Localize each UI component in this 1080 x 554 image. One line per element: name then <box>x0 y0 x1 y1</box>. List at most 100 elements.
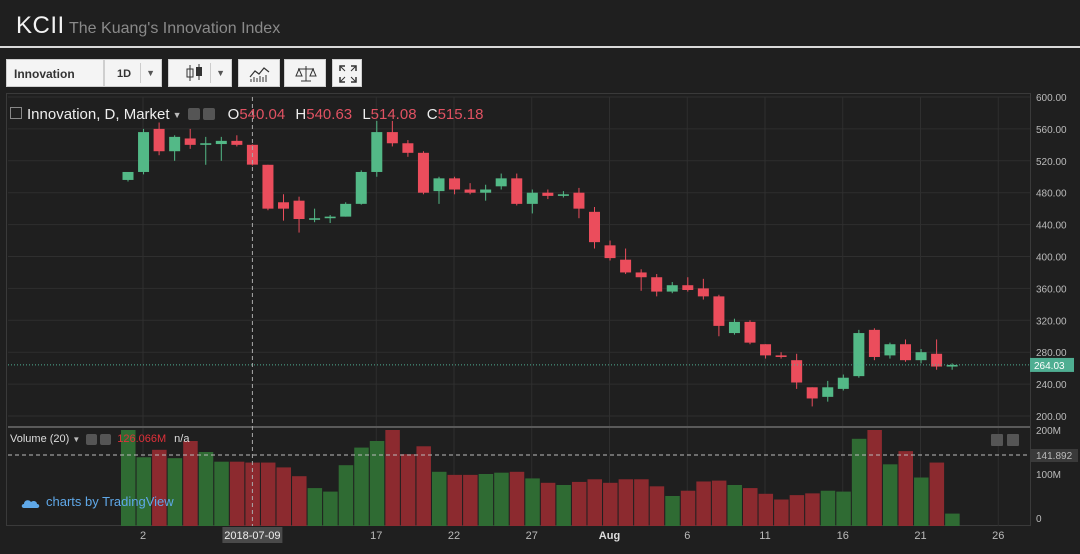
interval-select[interactable]: 1D ▼ <box>104 59 162 87</box>
candle-body <box>324 216 336 219</box>
candle-body <box>215 140 227 145</box>
volume-bar <box>665 496 680 526</box>
volume-bar <box>851 438 867 526</box>
high-value: 540.63 <box>306 106 353 123</box>
volume-bar <box>820 490 836 526</box>
volume-bar <box>229 461 245 526</box>
price-tick-label: 520.00 <box>1036 157 1067 168</box>
time-tick-label: 16 <box>837 530 849 542</box>
candle-body <box>837 377 849 389</box>
candle-body <box>900 344 911 361</box>
open-label: O <box>227 106 240 123</box>
volume-tick-label: 200M <box>1036 426 1061 437</box>
volume-bar <box>416 446 431 526</box>
candle-body <box>806 387 818 399</box>
volume-tick-label: 100M <box>1036 470 1061 481</box>
volume-bar <box>167 458 183 526</box>
fullscreen-button[interactable] <box>332 59 362 87</box>
volume-bar <box>727 485 742 526</box>
brand-tagline: The Kuang's Innovation Index <box>69 20 281 37</box>
candle-body <box>635 272 647 278</box>
volume-bar <box>774 499 789 526</box>
chevron-down-icon[interactable]: ▼ <box>72 435 81 444</box>
candle-body <box>589 211 600 243</box>
brand-logo[interactable]: KCII <box>16 12 65 39</box>
volume-bar <box>836 491 851 526</box>
volume-bar <box>509 471 525 526</box>
price-tick-label: 320.00 <box>1036 316 1067 327</box>
volume-title[interactable]: Volume (20) <box>10 433 70 445</box>
tradingview-watermark[interactable]: charts by TradingView <box>20 494 174 509</box>
candle-body <box>620 259 632 273</box>
volume-bar <box>183 441 198 526</box>
volume-bar <box>447 474 463 526</box>
volume-bar <box>494 472 509 526</box>
candle-body <box>884 344 896 356</box>
header: KCII The Kuang's Innovation Index <box>0 0 1080 46</box>
settings-icon[interactable] <box>86 433 98 445</box>
candle-body <box>931 353 943 367</box>
chevron-down-icon[interactable]: ▼ <box>216 68 225 78</box>
chevron-down-icon[interactable]: ▼ <box>146 68 155 78</box>
symbol-input[interactable]: Innovation <box>6 59 104 87</box>
volume-bar <box>649 486 665 526</box>
settings-icon[interactable] <box>187 108 200 121</box>
collapse-icon[interactable] <box>10 107 22 120</box>
candle-body <box>822 387 834 397</box>
candle-body <box>278 202 289 209</box>
candle-body <box>138 132 150 172</box>
pane-up-icon[interactable] <box>991 434 1003 446</box>
volume-bar <box>914 477 929 526</box>
volume-bar <box>385 430 400 526</box>
candle-body <box>355 171 367 204</box>
candle-body <box>573 192 585 209</box>
volume-bar <box>882 464 898 526</box>
indicators-icon <box>249 67 270 82</box>
volume-bar <box>929 462 945 526</box>
time-tick-label: Aug <box>599 530 620 542</box>
volume-bar <box>276 467 291 526</box>
pane-down-icon[interactable] <box>1007 434 1019 446</box>
volume-bar <box>260 462 276 526</box>
high-label: H <box>295 106 307 123</box>
volume-bar <box>136 457 152 526</box>
candle-body <box>417 152 429 193</box>
candle-body <box>728 321 740 334</box>
series-title[interactable]: Innovation, D, Market <box>27 106 170 123</box>
compare-icon <box>295 66 317 82</box>
close-icon[interactable] <box>202 108 215 121</box>
candle-body <box>744 321 756 343</box>
chart-style-button[interactable]: ▼ <box>168 59 232 87</box>
volume-tick-label: 0 <box>1036 514 1042 525</box>
indicators-button[interactable] <box>238 59 280 87</box>
volume-bar <box>603 482 618 526</box>
chevron-down-icon[interactable]: ▼ <box>172 110 182 121</box>
candle-body <box>184 138 196 145</box>
close-value: 515.18 <box>437 106 484 123</box>
candle-body <box>853 333 865 377</box>
volume-bar <box>369 441 385 526</box>
candle-body <box>682 285 694 290</box>
candle-body <box>169 136 181 152</box>
candle-body <box>293 200 305 220</box>
candle-body <box>868 329 880 357</box>
header-divider <box>0 46 1080 48</box>
open-value: 540.04 <box>239 106 286 123</box>
candle-body <box>340 203 352 217</box>
close-icon[interactable] <box>100 433 112 445</box>
volume-bar <box>867 430 882 526</box>
interval-label: 1D <box>117 68 132 80</box>
volume-bar <box>540 482 556 526</box>
last-price-tag <box>1030 357 1074 372</box>
volume-bar <box>463 474 478 526</box>
volume-bar <box>696 481 711 526</box>
candle-body <box>200 143 212 145</box>
time-tick-label: 11 <box>759 530 770 542</box>
compare-button[interactable] <box>284 59 326 87</box>
price-tick-label: 280.00 <box>1036 348 1067 359</box>
time-tick-label: 17 <box>370 530 382 542</box>
low-label: L <box>362 106 371 123</box>
volume-bar <box>898 451 913 526</box>
volume-ma-label: 141.892 <box>1036 451 1073 462</box>
